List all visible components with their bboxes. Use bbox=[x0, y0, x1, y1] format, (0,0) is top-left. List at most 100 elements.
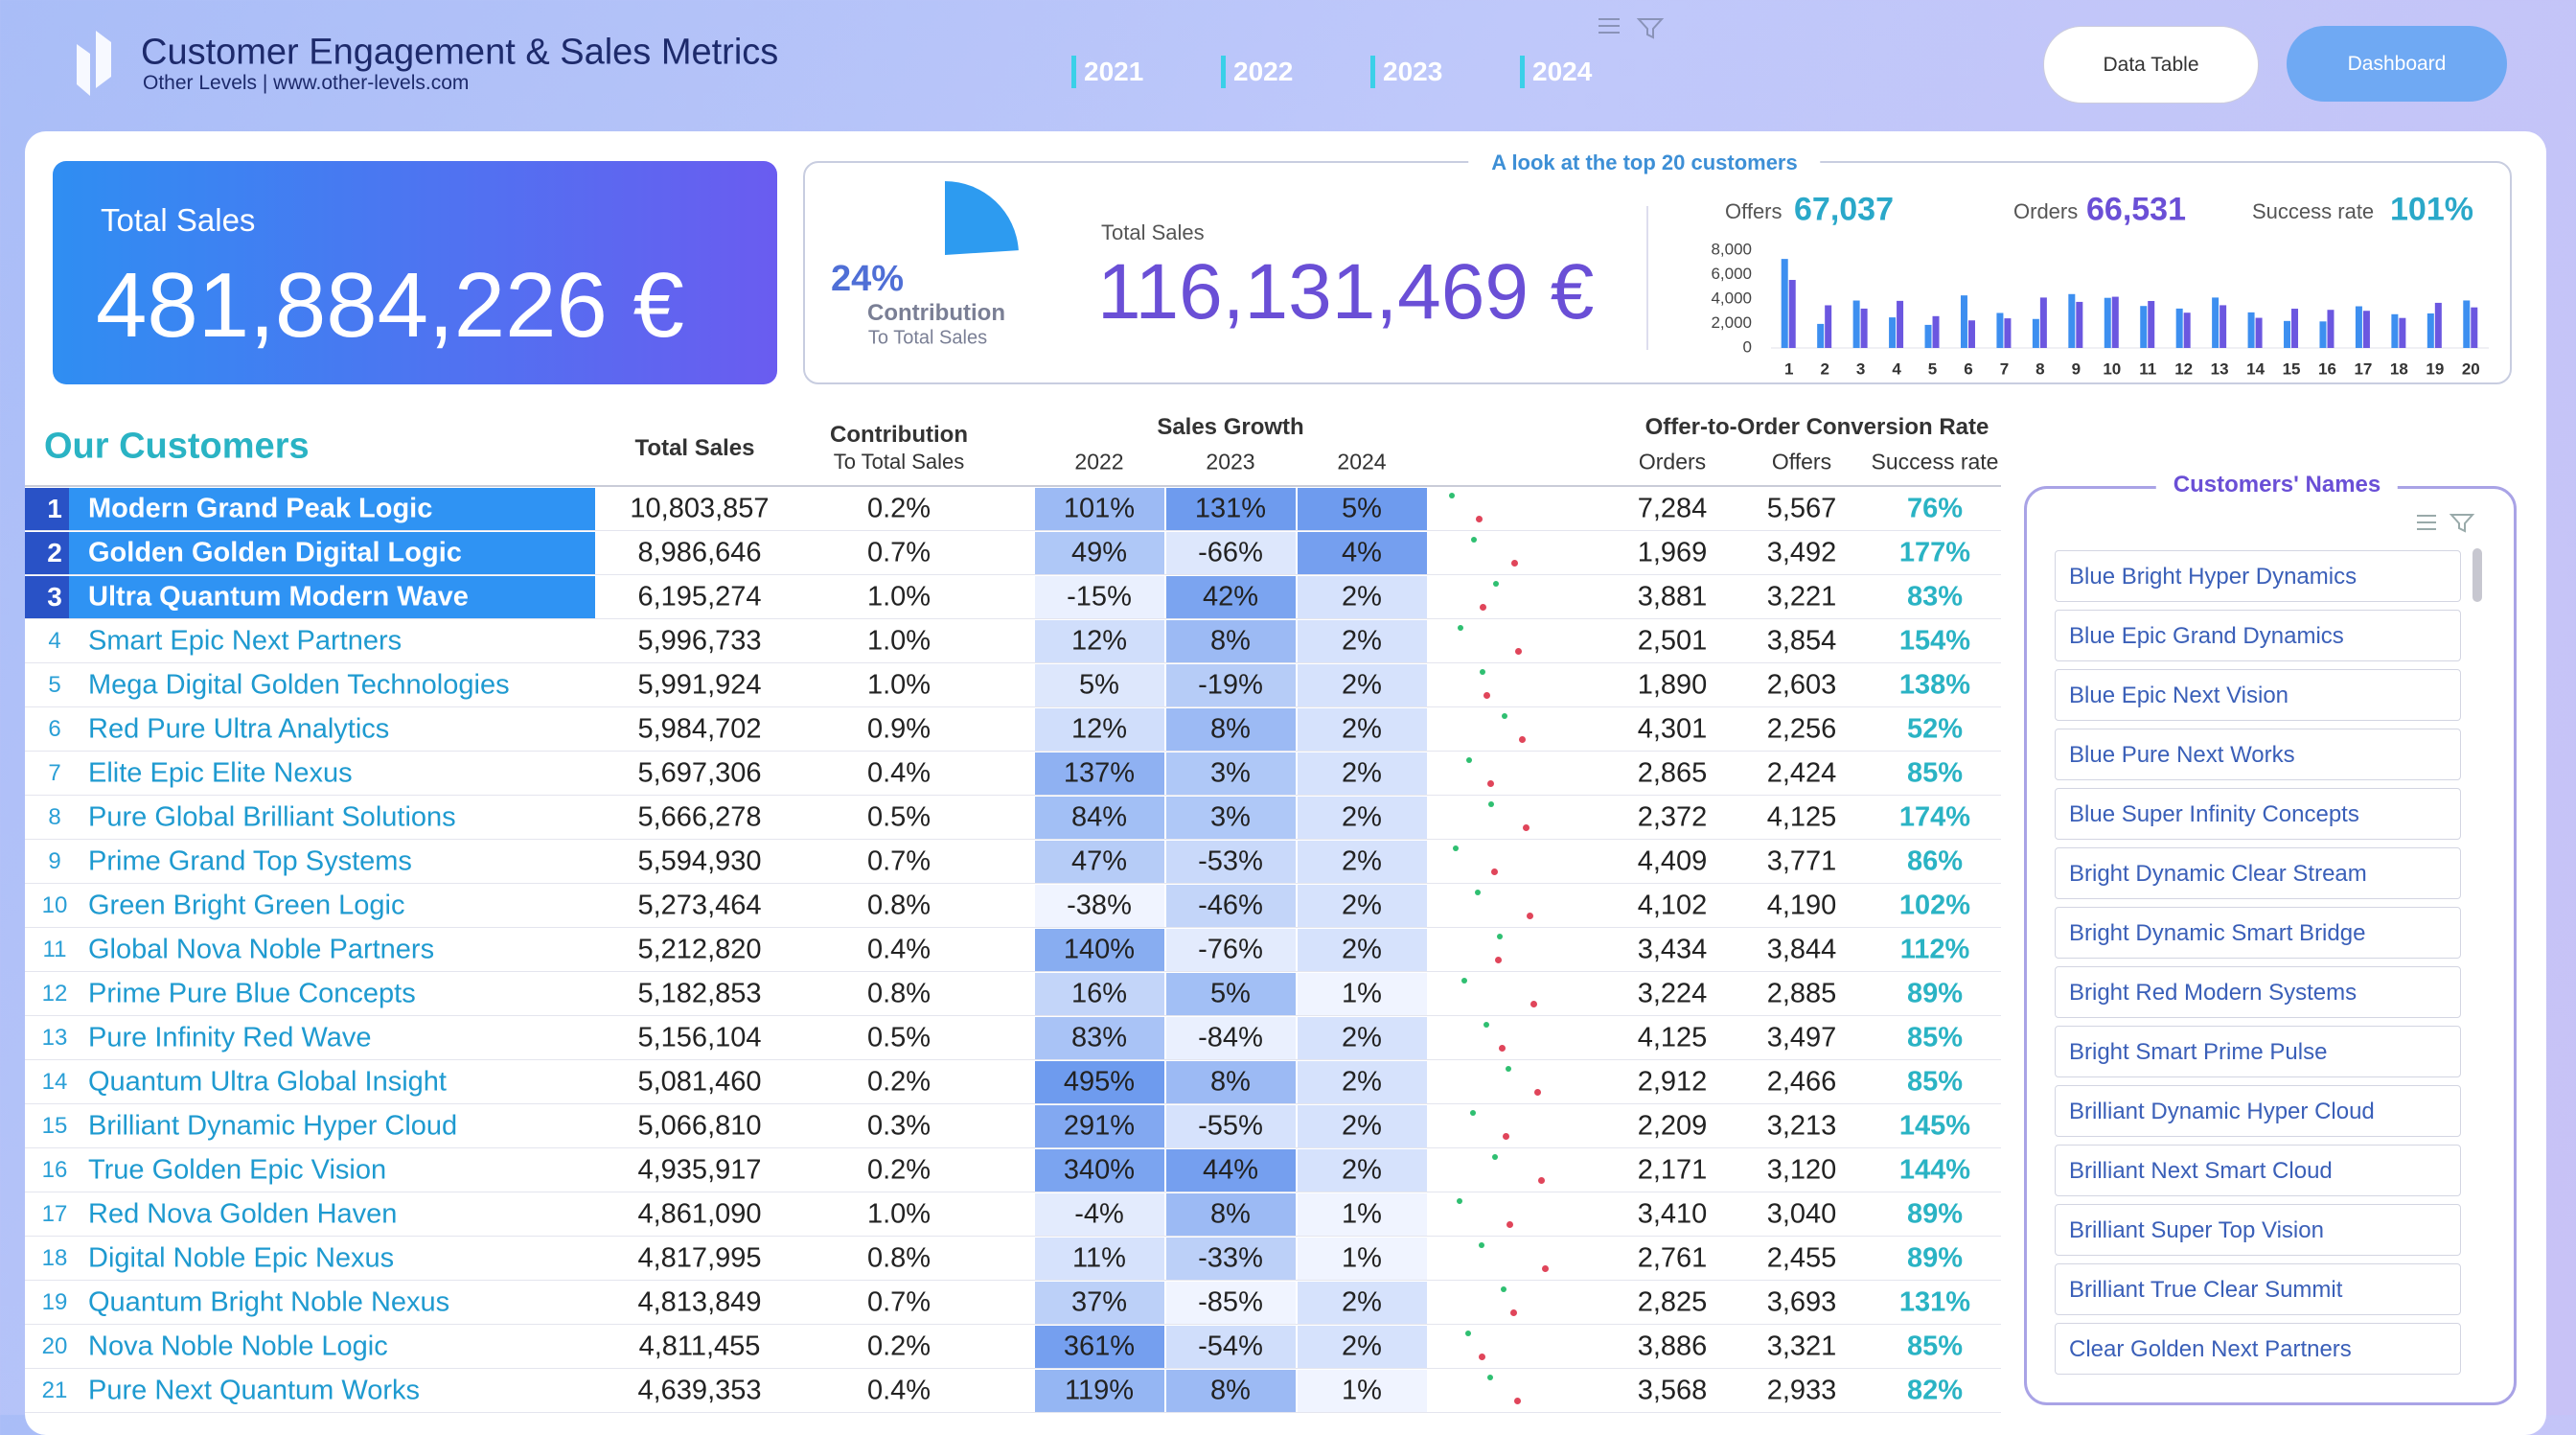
column-header: To Total Sales bbox=[833, 450, 965, 474]
customer-name[interactable]: Golden Golden Digital Logic bbox=[88, 537, 462, 568]
cell: 49% bbox=[1070, 537, 1128, 568]
name-item[interactable]: Blue Super Infinity Concepts bbox=[2055, 788, 2461, 840]
cell: 1,969 bbox=[1637, 537, 1708, 568]
customer-name[interactable]: Pure Next Quantum Works bbox=[88, 1375, 420, 1406]
name-item[interactable]: Blue Bright Hyper Dynamics bbox=[2055, 550, 2461, 602]
contribution-label: Contribution bbox=[867, 300, 1005, 326]
name-item[interactable]: Brilliant Dynamic Hyper Cloud bbox=[2055, 1085, 2461, 1137]
cell: 5,567 bbox=[1766, 493, 1837, 524]
rank: 1 bbox=[47, 494, 62, 523]
rank: 14 bbox=[41, 1069, 68, 1095]
cell: 5,156,104 bbox=[637, 1022, 762, 1053]
column-header: Sales Growth bbox=[1157, 414, 1304, 440]
customer-name[interactable]: Elite Epic Elite Nexus bbox=[88, 757, 353, 789]
name-item[interactable]: Blue Epic Next Vision bbox=[2055, 669, 2461, 721]
cell: 2,825 bbox=[1637, 1286, 1708, 1318]
column-header: Offers bbox=[1771, 449, 1832, 474]
trend-dot bbox=[1479, 1242, 1484, 1248]
growth-cell bbox=[1298, 885, 1427, 927]
customer-name[interactable]: Quantum Ultra Global Insight bbox=[88, 1066, 447, 1098]
cell: -4% bbox=[1074, 1198, 1124, 1230]
cell: 3,224 bbox=[1637, 978, 1708, 1009]
name-cell bbox=[69, 576, 595, 618]
customer-name[interactable]: Modern Grand Peak Logic bbox=[88, 493, 433, 524]
cell: -33% bbox=[1198, 1242, 1263, 1274]
rank: 17 bbox=[41, 1201, 68, 1227]
customer-name[interactable]: Green Bright Green Logic bbox=[88, 890, 405, 921]
cell: 2% bbox=[1342, 845, 1382, 877]
scrollbar[interactable] bbox=[2472, 548, 2482, 602]
name-item[interactable]: Brilliant True Clear Summit bbox=[2055, 1263, 2461, 1315]
customer-name[interactable]: Brilliant Dynamic Hyper Cloud bbox=[88, 1110, 458, 1142]
growth-cell bbox=[1166, 664, 1296, 706]
rank: 11 bbox=[42, 937, 67, 962]
growth-cell bbox=[1298, 797, 1427, 839]
growth-cell bbox=[1298, 973, 1427, 1015]
cell: 3,771 bbox=[1766, 845, 1837, 877]
row-rule bbox=[25, 1236, 2001, 1237]
name-item[interactable]: Blue Epic Grand Dynamics bbox=[2055, 610, 2461, 661]
customer-name[interactable]: Ultra Quantum Modern Wave bbox=[88, 581, 469, 613]
cell: 119% bbox=[1064, 1375, 1135, 1406]
cell: 2,256 bbox=[1766, 713, 1837, 745]
filter-icons[interactable] bbox=[1595, 13, 1671, 42]
growth-cell bbox=[1035, 929, 1164, 971]
name-item[interactable]: Bright Dynamic Clear Stream bbox=[2055, 847, 2461, 899]
growth-cell bbox=[1166, 1238, 1296, 1280]
data-table-button[interactable]: Data Table bbox=[2043, 26, 2259, 104]
growth-cell bbox=[1035, 752, 1164, 795]
year-filter[interactable]: 2024 bbox=[1520, 56, 1592, 88]
growth-cell bbox=[1035, 1326, 1164, 1368]
cell: 0.5% bbox=[866, 801, 932, 833]
cell: 495% bbox=[1063, 1066, 1136, 1098]
row-rule bbox=[25, 971, 2001, 972]
customer-name[interactable]: Pure Global Brilliant Solutions bbox=[88, 801, 456, 833]
growth-cell bbox=[1298, 1105, 1427, 1147]
sidebar-icons[interactable] bbox=[2413, 510, 2480, 537]
customer-name[interactable]: Nova Noble Noble Logic bbox=[88, 1331, 388, 1362]
cell: 5,212,820 bbox=[637, 934, 762, 965]
growth-cell bbox=[1166, 708, 1296, 751]
cell: 89% bbox=[1906, 978, 1964, 1009]
customer-name[interactable]: Smart Epic Next Partners bbox=[88, 625, 402, 657]
name-item[interactable]: Bright Smart Prime Pulse bbox=[2055, 1026, 2461, 1077]
cell: 4,102 bbox=[1637, 890, 1708, 921]
dashboard-button[interactable]: Dashboard bbox=[2287, 26, 2507, 102]
cell: 16% bbox=[1070, 978, 1128, 1009]
customer-name[interactable]: Prime Grand Top Systems bbox=[88, 845, 412, 877]
name-item[interactable]: Brilliant Next Smart Cloud bbox=[2055, 1145, 2461, 1196]
name-cell bbox=[69, 532, 595, 574]
trend-dot bbox=[1491, 868, 1498, 875]
customer-name[interactable]: True Golden Epic Vision bbox=[88, 1154, 387, 1186]
cell: 140% bbox=[1063, 934, 1136, 965]
name-item[interactable]: Brilliant Super Top Vision bbox=[2055, 1204, 2461, 1256]
cell: 5% bbox=[1210, 978, 1251, 1009]
customer-name[interactable]: Pure Infinity Red Wave bbox=[88, 1022, 372, 1053]
cell: 1.0% bbox=[866, 625, 932, 657]
growth-cell bbox=[1035, 1238, 1164, 1280]
trend-dot bbox=[1511, 560, 1518, 567]
customer-name[interactable]: Quantum Bright Noble Nexus bbox=[88, 1286, 450, 1318]
top20-box bbox=[803, 161, 2512, 384]
cell: 5% bbox=[1079, 669, 1119, 701]
year-filter[interactable]: 2023 bbox=[1370, 56, 1442, 88]
name-text: Blue Pure Next Works bbox=[2069, 742, 2295, 768]
customer-name[interactable]: Global Nova Noble Partners bbox=[88, 934, 435, 965]
customer-name[interactable]: Mega Digital Golden Technologies bbox=[88, 669, 510, 701]
column-header: Total Sales bbox=[634, 435, 755, 461]
name-item[interactable]: Bright Dynamic Smart Bridge bbox=[2055, 907, 2461, 959]
name-item[interactable]: Clear Golden Next Partners bbox=[2055, 1323, 2461, 1375]
year-filter[interactable]: 2022 bbox=[1221, 56, 1293, 88]
rank: 10 bbox=[41, 892, 68, 918]
name-item[interactable]: Blue Pure Next Works bbox=[2055, 729, 2461, 780]
customer-name[interactable]: Red Pure Ultra Analytics bbox=[88, 713, 390, 745]
cell: 4,125 bbox=[1637, 1022, 1708, 1053]
cell: 0.2% bbox=[866, 493, 932, 524]
customer-name[interactable]: Prime Pure Blue Concepts bbox=[88, 978, 416, 1009]
name-item[interactable]: Bright Red Modern Systems bbox=[2055, 966, 2461, 1018]
customer-name[interactable]: Red Nova Golden Haven bbox=[88, 1198, 398, 1230]
cell: 2% bbox=[1342, 1066, 1382, 1098]
customer-name[interactable]: Digital Noble Epic Nexus bbox=[88, 1242, 395, 1274]
year-filter[interactable]: 2021 bbox=[1071, 56, 1143, 88]
